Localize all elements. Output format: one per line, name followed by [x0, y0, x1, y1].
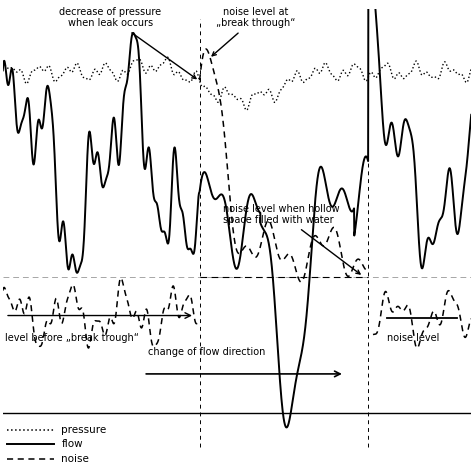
Text: level before „break trough“: level before „break trough“: [5, 333, 139, 343]
Text: noise level: noise level: [387, 333, 439, 343]
Text: decrease of pressure
when leak occurs: decrease of pressure when leak occurs: [59, 7, 196, 79]
Text: noise level when hollow
space filled with water: noise level when hollow space filled wit…: [223, 204, 360, 274]
Text: noise: noise: [61, 454, 89, 464]
Text: repair: repair: [0, 473, 1, 474]
Text: pressure: pressure: [61, 425, 107, 435]
Text: noise level at
„break through“: noise level at „break through“: [212, 7, 295, 56]
Text: change of flow direction: change of flow direction: [148, 347, 265, 357]
Text: flow: flow: [61, 439, 83, 449]
